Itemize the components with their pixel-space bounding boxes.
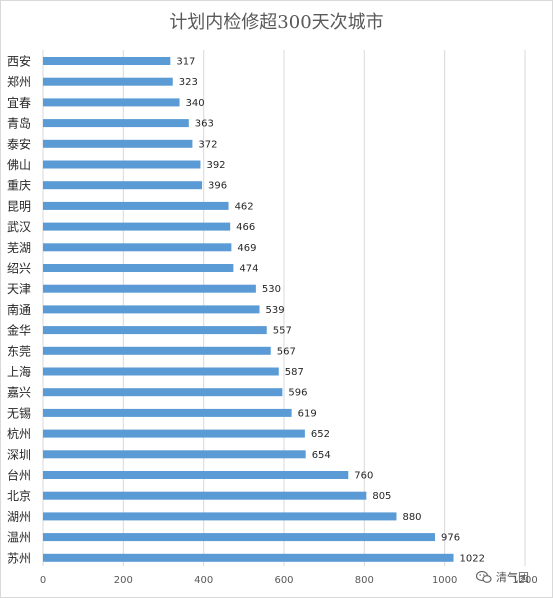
bar: [43, 533, 436, 542]
category-label: 上海: [7, 364, 31, 379]
data-label: 880: [402, 512, 421, 523]
bar: [43, 119, 189, 128]
data-label: 652: [311, 429, 330, 440]
bar: [43, 98, 180, 107]
category-label: 郑州: [7, 74, 31, 89]
bar: [43, 512, 397, 521]
category-label: 泰安: [7, 136, 31, 151]
category-label: 天津: [7, 282, 31, 296]
bar: [43, 326, 267, 335]
data-label: 469: [237, 243, 256, 254]
data-label: 976: [441, 533, 460, 544]
bar: [43, 305, 260, 314]
category-label: 苏州: [7, 551, 31, 565]
category-label: 昆明: [7, 199, 31, 213]
wechat-bubble-icon: [476, 570, 492, 583]
bar: [43, 139, 193, 148]
data-label: 1022: [460, 553, 485, 564]
category-label: 宜春: [7, 95, 31, 110]
data-label: 530: [262, 284, 281, 295]
data-label: 363: [195, 119, 214, 130]
category-label: 南通: [7, 302, 31, 317]
data-label: 474: [239, 264, 258, 275]
bar: [43, 57, 171, 65]
bar: [43, 284, 256, 293]
x-tick-label: 1200: [512, 575, 537, 586]
category-label: 芜湖: [7, 240, 31, 255]
data-label: 619: [298, 408, 317, 419]
bar: [43, 491, 367, 500]
watermark-text: 清气团: [496, 571, 529, 584]
x-tick-label: 400: [194, 575, 213, 586]
bar: [43, 553, 454, 562]
category-label: 深圳: [7, 448, 31, 462]
data-label: 760: [354, 471, 373, 482]
category-label: 金华: [7, 323, 31, 338]
bar: [43, 77, 173, 86]
chart-title: 计划内检修超300天次城市: [169, 12, 384, 33]
category-label: 西安: [7, 54, 31, 69]
data-label: 462: [235, 201, 254, 212]
bar: [43, 201, 229, 210]
category-label: 台州: [7, 468, 31, 483]
bar: [43, 181, 203, 190]
bar: [43, 160, 201, 169]
data-label: 323: [179, 77, 198, 88]
x-tick-label: 1000: [432, 575, 457, 586]
bar: [43, 408, 292, 417]
category-label: 东莞: [7, 344, 31, 358]
bar: [43, 471, 349, 479]
data-label: 557: [273, 326, 292, 337]
data-label: 654: [312, 450, 331, 461]
category-label: 杭州: [7, 426, 31, 441]
category-label: 温州: [7, 531, 31, 545]
bar: [43, 367, 279, 376]
category-label: 嘉兴: [7, 386, 31, 400]
category-label: 绍兴: [7, 262, 31, 276]
data-label: 805: [372, 491, 391, 502]
x-tick-label: 0: [40, 575, 46, 586]
bar: [43, 429, 305, 438]
data-label: 596: [288, 388, 307, 399]
data-label: 317: [176, 57, 195, 68]
data-label: 567: [277, 346, 296, 357]
bar: [43, 264, 234, 272]
x-tick-label: 200: [114, 575, 133, 586]
data-label: 396: [208, 181, 227, 192]
bar: [43, 346, 271, 355]
bar: [43, 388, 283, 397]
data-label: 392: [206, 160, 225, 171]
bar: [43, 450, 306, 459]
x-tick-label: 800: [355, 575, 374, 586]
data-label: 587: [285, 367, 304, 378]
bar: [43, 243, 232, 252]
category-label: 武汉: [7, 220, 31, 234]
data-label: 466: [236, 222, 255, 233]
category-label: 重庆: [7, 179, 31, 193]
category-label: 无锡: [7, 405, 31, 420]
bar: [43, 222, 231, 231]
x-tick-label: 600: [274, 575, 293, 586]
data-label: 340: [186, 98, 205, 109]
data-label: 372: [198, 139, 217, 150]
watermark: 清气团: [476, 568, 529, 586]
category-label: 湖州: [7, 509, 31, 524]
category-label: 北京: [7, 489, 31, 503]
category-label: 青岛: [7, 116, 31, 131]
data-label: 539: [265, 305, 284, 316]
category-label: 佛山: [7, 158, 31, 172]
